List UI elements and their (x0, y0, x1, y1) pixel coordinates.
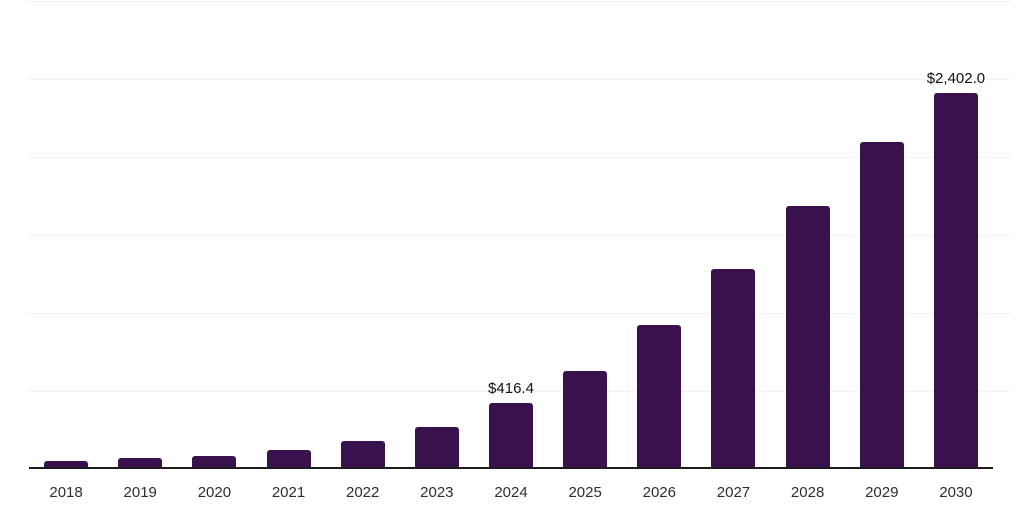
bar-2018 (44, 461, 89, 468)
gridline-1000 (29, 313, 1010, 314)
bar-2021 (266, 449, 311, 468)
x-tick-label-2025: 2025 (568, 484, 602, 501)
x-tick-label-2030: 2030 (939, 484, 973, 501)
value-label-2024: $416.4 (488, 380, 534, 398)
bar-2020 (192, 455, 237, 468)
gridline-500 (29, 391, 1010, 392)
bar-2024 (489, 403, 533, 468)
bar-2023 (414, 426, 459, 468)
gridline-2500 (29, 79, 1010, 80)
bar-2027 (711, 268, 756, 468)
x-tick-label-2027: 2027 (716, 484, 751, 501)
bar-2025 (563, 370, 608, 468)
bar-2028 (785, 205, 830, 468)
x-tick-label-2022: 2022 (346, 484, 380, 501)
bar-2022 (340, 441, 385, 468)
x-axis-line (29, 467, 993, 469)
x-tick-label-2023: 2023 (420, 484, 454, 501)
x-tick-label-2021: 2021 (271, 484, 306, 501)
x-axis: 2018 2019 2020 2021 2022 2023 2024 2025 2026 2027… (29, 484, 993, 506)
x-tick-label-2020: 2020 (197, 484, 232, 501)
x-tick-label-2019: 2019 (123, 484, 157, 501)
x-tick-label-2024: 2024 (494, 484, 528, 501)
gridline-3000 (29, 1, 1010, 2)
bar-2019 (118, 458, 163, 468)
gridline-2000 (29, 157, 1010, 158)
bar-2026 (637, 324, 682, 468)
gridline-1500 (29, 235, 1010, 236)
plot-area: $416.4 $2,402.0 (29, 1, 1010, 469)
x-tick-label-2026: 2026 (642, 484, 676, 501)
value-label-2030: $2,402.0 (926, 70, 986, 88)
x-tick-label-2029: 2029 (865, 484, 899, 501)
bar-2030 (933, 93, 978, 468)
bar-2029 (859, 141, 904, 468)
x-tick-label-2018: 2018 (49, 484, 83, 501)
x-tick-label-2028: 2028 (790, 484, 825, 501)
